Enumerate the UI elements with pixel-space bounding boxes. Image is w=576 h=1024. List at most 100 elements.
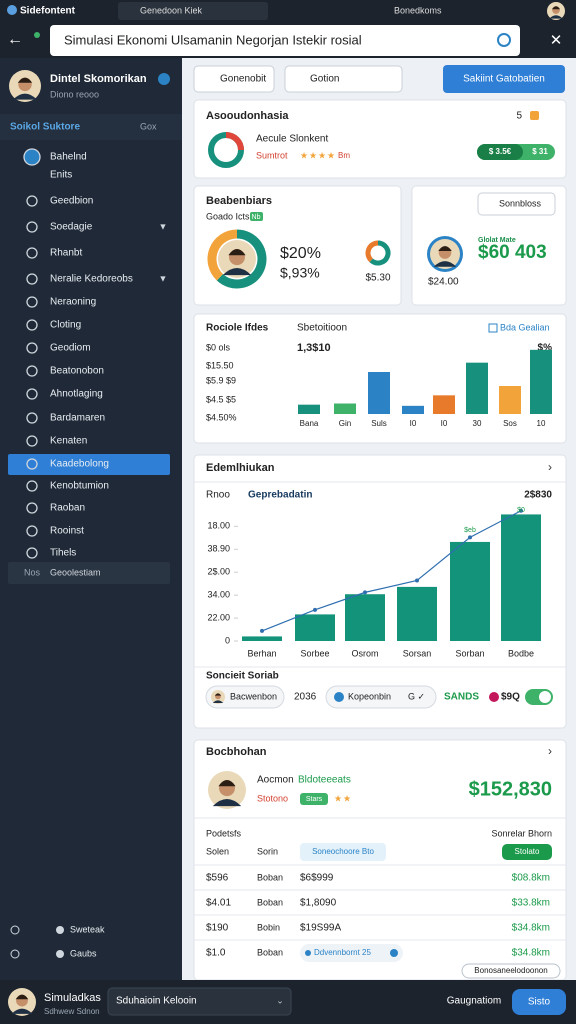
x-label: Berhan (247, 648, 276, 658)
menu-icon (26, 296, 38, 308)
footer-icon (56, 950, 64, 958)
cell-dot (305, 950, 311, 956)
button[interactable] (512, 989, 566, 1015)
filters-title: Soncieit Soriab (206, 671, 279, 682)
total: 2$830 (524, 490, 552, 501)
button-text: Sonnbloss (499, 198, 542, 208)
menu-icon (26, 502, 38, 514)
group-count: Nos (24, 567, 41, 577)
donut-segment (365, 240, 379, 263)
user-name: Dintel Skomorikan (50, 73, 147, 85)
mini-value: $5.30 (365, 273, 390, 284)
cell: Boban (257, 947, 283, 957)
y-label: $4.50% (206, 412, 237, 422)
footer-item[interactable]: Sweteak (70, 924, 105, 934)
menu-item[interactable]: Neraoning (50, 297, 96, 308)
menu-item[interactable]: Geodiom (50, 343, 91, 354)
year: 2036 (294, 692, 317, 703)
share: $20% (280, 245, 321, 262)
y-tick-label: 22.00 (207, 612, 230, 622)
menu-icon (26, 412, 38, 424)
chevron[interactable]: › (548, 460, 552, 474)
column-button[interactable] (502, 844, 552, 860)
card (193, 99, 567, 179)
section-band (0, 114, 182, 140)
bar (334, 403, 356, 414)
cell-dot (390, 949, 398, 957)
chevron: ⌄ (276, 995, 284, 1005)
tab[interactable] (118, 2, 268, 20)
address-input[interactable] (50, 25, 520, 56)
menu-item[interactable]: Raoban (50, 503, 85, 514)
menu-item[interactable]: Soedagie (50, 222, 93, 233)
chevron[interactable]: › (548, 744, 552, 758)
menu-item[interactable]: Geedbion (50, 196, 93, 207)
back-button[interactable]: ← (7, 31, 23, 48)
x-label: Bodbe (508, 648, 534, 658)
menu-item[interactable]: Beatonobon (50, 366, 104, 377)
menu-item[interactable]: Cloting (50, 320, 81, 331)
address-text: Simulasi Ekonomi Ulsamanin Negorjan Iste… (64, 32, 362, 47)
badge (250, 212, 263, 221)
progress-label: $ 3.5€ (489, 147, 512, 156)
menu-item[interactable]: Rhanbt (50, 248, 82, 259)
filter-input[interactable] (193, 65, 275, 93)
group-row[interactable] (8, 562, 170, 584)
menu-icon (26, 221, 38, 233)
menu-item[interactable]: Kaadebolong (50, 459, 109, 470)
x-label: 10 (537, 419, 546, 428)
chart-subtitle: Sbetoitioon (297, 323, 347, 334)
menu-icon (23, 148, 41, 166)
star: ★ (327, 150, 335, 160)
reload-icon (497, 33, 511, 47)
cell-pill (300, 944, 403, 962)
status: Sumtrot (256, 150, 288, 160)
user-role: Diono reooo (50, 89, 99, 99)
toggle-knob (539, 691, 551, 703)
menu-item[interactable]: Neralie Kedoreobs (50, 274, 133, 285)
cell: $4.01 (206, 898, 231, 909)
menu-item[interactable]: Tihels (50, 548, 76, 559)
menu-icon (26, 247, 38, 259)
footer-icon (56, 926, 64, 934)
chip[interactable] (325, 685, 437, 709)
x-label: Sos (503, 419, 517, 428)
app-name: Sidefontent (20, 6, 76, 17)
menu-item[interactable]: Rooinst (50, 526, 84, 537)
action-button[interactable] (443, 65, 565, 93)
y-label: $4.5 $5 (206, 394, 236, 404)
menu-item[interactable]: Ahnotlaging (50, 389, 103, 400)
avatar-body (11, 1008, 33, 1014)
menu-item[interactable]: Bahelnd (50, 152, 87, 163)
menu-item[interactable]: Enits (50, 170, 72, 181)
menu-item[interactable]: Kenaten (50, 436, 87, 447)
chart-title: Edemlhiukan (206, 462, 275, 474)
group-label: Geoolestiam (50, 567, 101, 577)
name-accent: Bldoteeeats (298, 775, 351, 786)
search-input[interactable] (284, 65, 403, 93)
subtitle: Sdhwew Sdnon (44, 1007, 100, 1016)
table-action: Sonrelar Bhorn (491, 828, 552, 838)
footer-pill (461, 963, 561, 979)
link[interactable]: Gaugnatiom (447, 996, 501, 1007)
sidebar-badge (158, 73, 170, 85)
label: Rnoo (206, 490, 230, 501)
menu-item[interactable]: Bardamaren (50, 413, 105, 424)
footer-item[interactable]: Gaubs (70, 948, 97, 958)
badge: Nb (252, 214, 261, 221)
chip[interactable] (205, 685, 285, 709)
chart-title: Rociole Ifdes (206, 323, 269, 334)
tag: SANDS (444, 692, 479, 703)
star: ★ (318, 150, 326, 160)
cell: $08.8km (512, 873, 550, 884)
avatar-body (222, 268, 252, 276)
change: $,93% (280, 265, 320, 281)
cell: $6$999 (300, 873, 334, 884)
cell: $34.8km (512, 923, 550, 934)
close-button[interactable]: ✕ (550, 32, 563, 49)
search-button[interactable] (477, 192, 556, 216)
menu-item[interactable]: Kenobtumion (50, 481, 109, 492)
status: Stotono (257, 793, 288, 803)
menu-icon (26, 195, 38, 207)
select[interactable] (107, 987, 292, 1016)
